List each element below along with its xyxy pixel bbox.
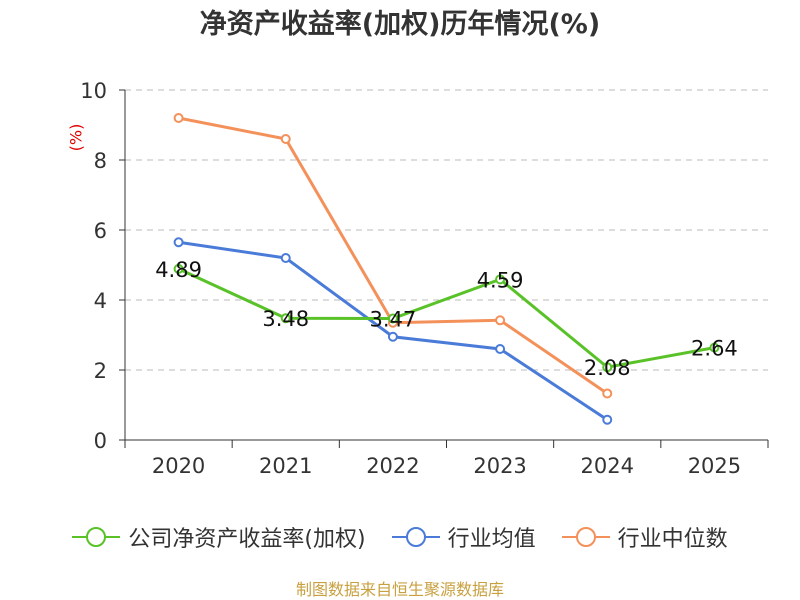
data-point [387, 313, 398, 324]
data-point [280, 313, 291, 324]
x-tick-label: 2025 [688, 454, 741, 478]
x-tick-label: 2021 [259, 454, 312, 478]
data-point [387, 331, 398, 342]
data-label: 4.59 [477, 268, 524, 292]
data-label: 3.47 [370, 308, 417, 332]
data-label: 2.64 [691, 337, 738, 361]
data-point [173, 237, 184, 248]
y-tick-label: 8 [94, 149, 107, 173]
data-point [173, 113, 184, 123]
legend-item: 行业中位数 [561, 521, 728, 553]
data-point [173, 263, 184, 274]
legend: 公司净资产收益率(加权) 行业均值 行业中位数 [0, 520, 800, 554]
x-tick-label: 2024 [581, 454, 634, 478]
legend-item: 公司净资产收益率(加权) [72, 521, 366, 553]
data-point [280, 253, 291, 263]
data-point [495, 315, 506, 326]
data-point [280, 134, 291, 144]
x-tick-label: 2020 [152, 454, 205, 478]
data-point [495, 344, 506, 354]
y-tick-label: 4 [94, 289, 107, 313]
series-line [178, 116, 609, 395]
legend-label: 行业均值 [447, 527, 536, 552]
legend-label: 公司净资产收益率(加权) [128, 527, 366, 552]
x-tick-label: 2022 [366, 454, 419, 478]
chart-title: 净资产收益率(加权)历年情况(%) [199, 9, 601, 40]
data-point [709, 342, 720, 353]
data-label: 3.48 [262, 307, 309, 331]
x-tick-label: 2023 [473, 454, 526, 478]
legend-label: 行业中位数 [617, 527, 728, 552]
data-point [495, 274, 506, 285]
data-point [602, 388, 613, 399]
legend-item: 行业均值 [391, 521, 536, 553]
legend-swatch [561, 527, 610, 547]
data-label: 2.08 [584, 356, 631, 380]
y-tick-label: 0 [94, 429, 107, 453]
series-line [177, 267, 715, 369]
legend-swatch [391, 527, 440, 547]
y-tick-label: 2 [94, 359, 107, 383]
y-tick-label: 6 [94, 219, 107, 243]
legend-swatch [72, 527, 121, 547]
data-label: 4.89 [155, 258, 202, 282]
y-tick-label: 10 [80, 79, 107, 103]
data-point [602, 414, 613, 425]
data-point [602, 362, 613, 373]
data-source-note: 制图数据来自恒生聚源数据库 [295, 580, 504, 599]
